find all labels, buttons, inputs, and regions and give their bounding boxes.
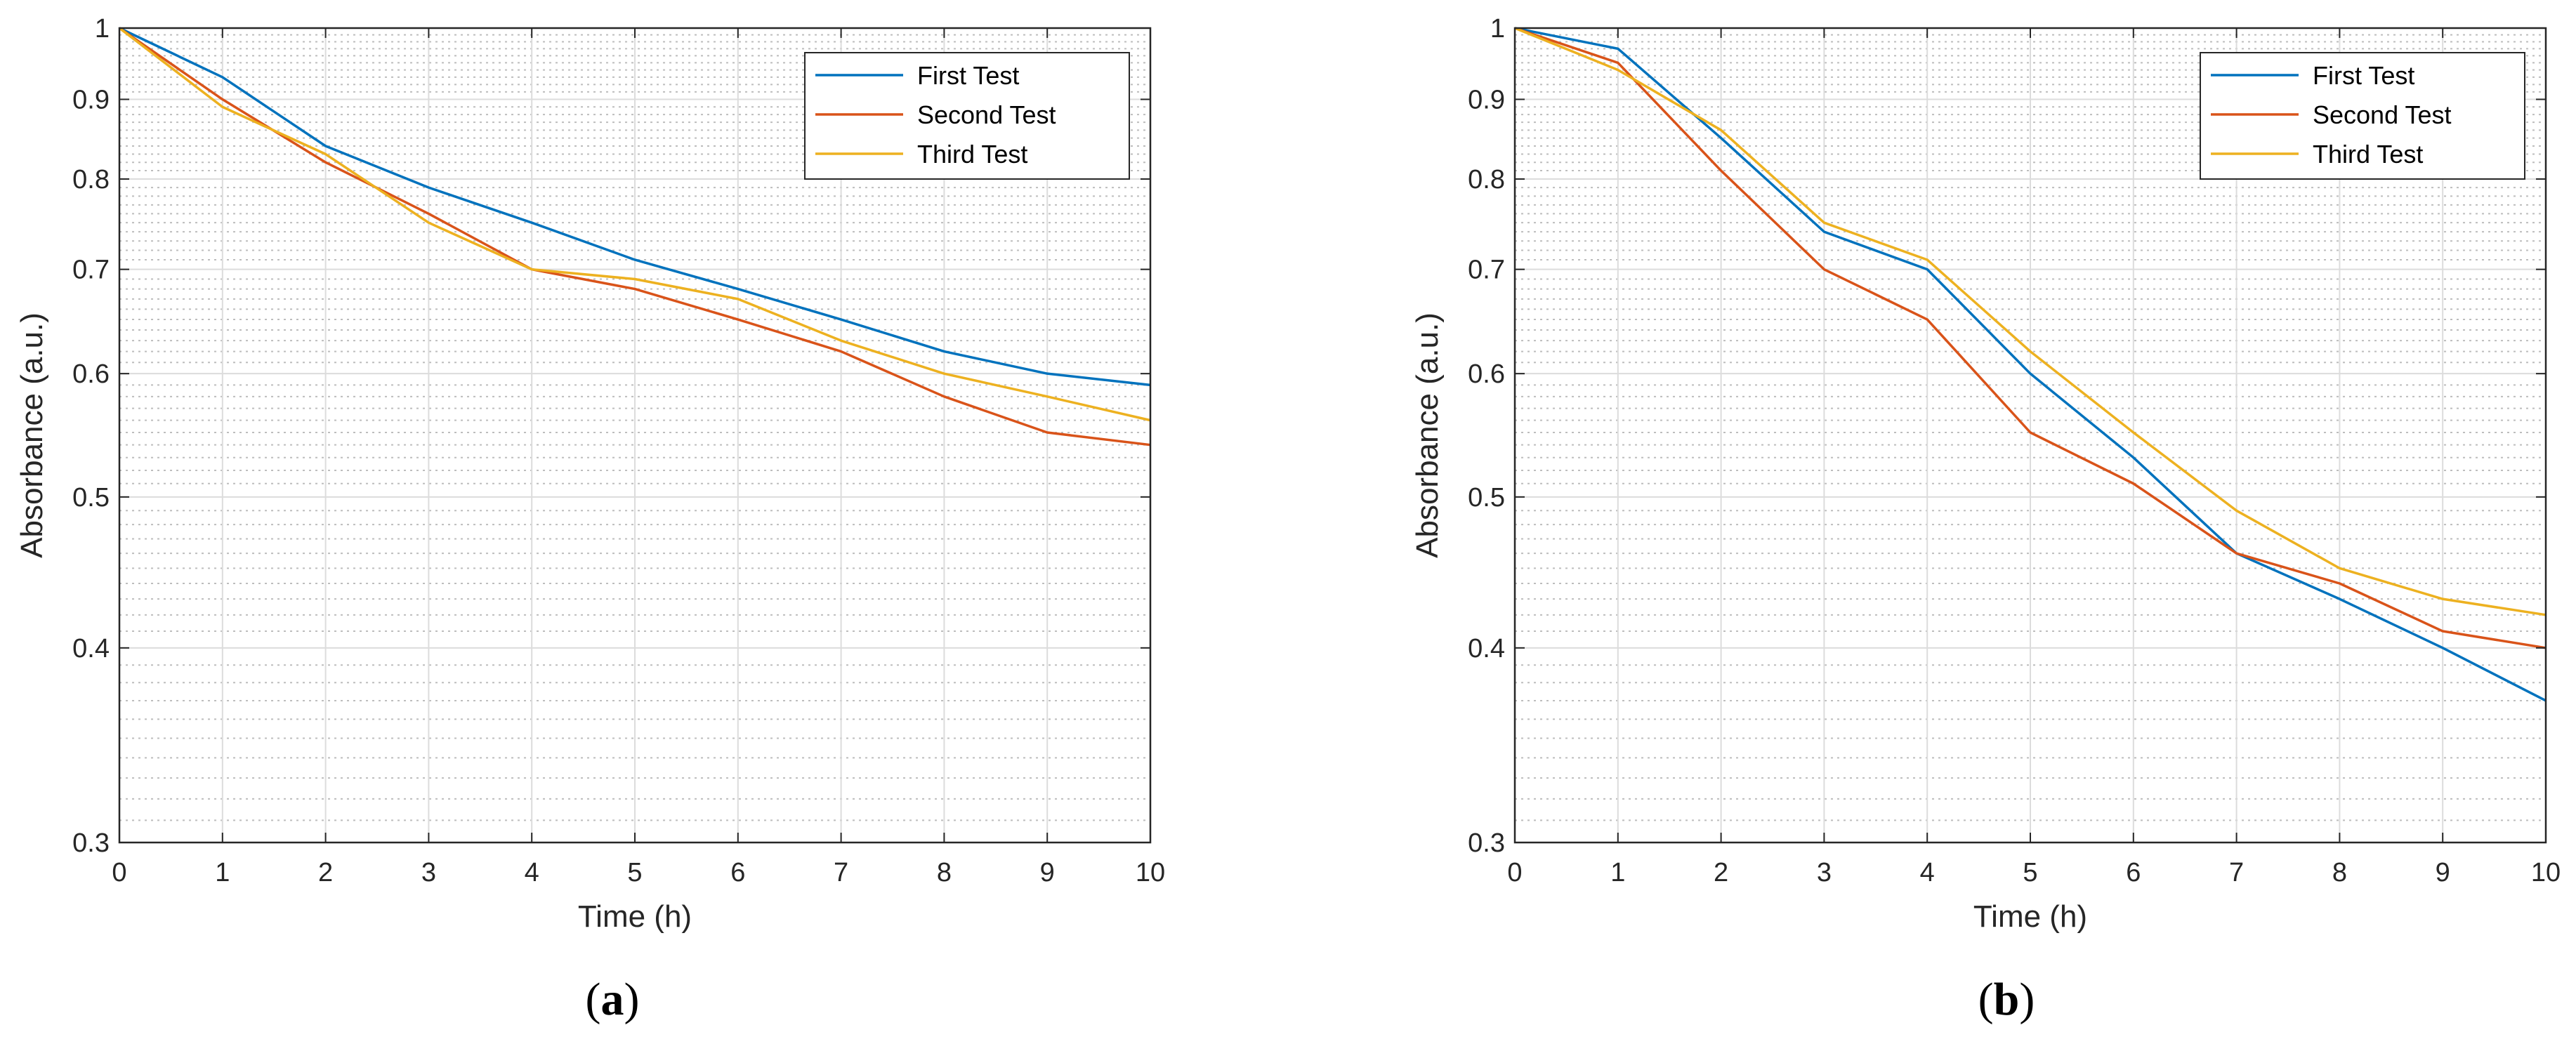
y-tick-label: 0.5 (1468, 483, 1505, 513)
y-tick-label: 0.3 (1468, 828, 1505, 858)
legend-box (2200, 52, 2525, 180)
y-axis-label: Absorbance (a.u.) (15, 312, 49, 558)
series-line-second-test (119, 27, 1151, 447)
y-tick-label: 0.8 (72, 165, 110, 194)
y-tick-label: 0.6 (72, 359, 110, 389)
series-group (118, 27, 1151, 447)
x-tick-label: 5 (2023, 858, 2037, 887)
legend-entry: First Test (917, 61, 1019, 90)
y-tick-label: 0.5 (72, 483, 110, 513)
y-tick-label: 0.6 (1468, 359, 1505, 389)
y-tick-label: 0.3 (72, 828, 110, 858)
legend-entry: First Test (2313, 61, 2414, 90)
x-tick-label: 10 (2531, 858, 2561, 887)
x-tick-label: 1 (215, 858, 230, 887)
x-tick-label: 6 (730, 858, 745, 887)
x-tick-label: 3 (421, 858, 436, 887)
x-tick-label: 2 (318, 858, 333, 887)
x-axis-label: Time (h) (1973, 899, 2087, 934)
x-tick-label: 4 (525, 858, 539, 887)
panel-label: (b) (1978, 974, 2035, 1025)
series-line-first-test (1514, 27, 2547, 702)
x-tick-label: 7 (2229, 858, 2244, 887)
y-tick-label: 1 (95, 14, 110, 44)
ticks: 0 1 2 3 4 5 6 7 8 9 10 0.3 0.4 0.5 0.6 0.7 0.8 0.9 1 (1468, 14, 2561, 887)
series-line-third-test (1514, 27, 2547, 616)
x-tick-label: 0 (112, 858, 126, 887)
x-tick-label: 6 (2126, 858, 2141, 887)
x-axis-label: Time (h) (578, 899, 692, 934)
x-tick-label: 9 (1040, 858, 1055, 887)
x-tick-label: 8 (2332, 858, 2347, 887)
x-tick-label: 1 (1610, 858, 1625, 887)
minor-grid (1515, 34, 2546, 821)
x-tick-label: 0 (1507, 858, 1522, 887)
minor-grid (119, 34, 1150, 821)
legend-box (804, 52, 1130, 180)
x-tick-label: 7 (834, 858, 848, 887)
series-group (1514, 27, 2547, 702)
y-tick-label: 0.4 (72, 634, 110, 663)
ticks: 0 1 2 3 4 5 6 7 8 9 10 0.3 0.4 0.5 0.6 0.7 0.8 0.9 1 (72, 14, 1165, 887)
y-tick-label: 0.9 (72, 86, 110, 115)
legend-entry: Third Test (2313, 140, 2423, 169)
x-tick-label: 5 (627, 858, 642, 887)
x-tick-label: 10 (1136, 858, 1165, 887)
y-tick-label: 0.4 (1468, 634, 1505, 663)
legend-entry: Second Test (917, 100, 1056, 129)
x-tick-label: 9 (2436, 858, 2450, 887)
legend: First Test Second Test Third Test (804, 52, 1130, 180)
y-tick-label: 0.7 (1468, 256, 1505, 285)
series-line-first-test (119, 27, 1151, 387)
legend-entry: Third Test (917, 140, 1027, 169)
chart-panel-b: 0 1 2 3 4 5 6 7 8 9 10 0.3 0.4 0.5 0.6 0.7 0.8 0.9 1 Time (… (1410, 14, 2561, 1025)
chart-panel-a: 0 1 2 3 4 5 6 7 8 9 10 0.3 0.4 0.5 0.6 0.7 0.8 0.9 1 Time (… (15, 14, 1165, 1025)
x-tick-label: 4 (1920, 858, 1935, 887)
series-line-third-test (118, 27, 1151, 422)
y-tick-label: 0.7 (72, 256, 110, 285)
legend-entry: Second Test (2313, 100, 2451, 129)
series-line-second-test (1514, 27, 2547, 649)
y-tick-label: 0.8 (1468, 165, 1505, 194)
panel-label: (a) (586, 974, 640, 1025)
y-axis-label: Absorbance (a.u.) (1410, 312, 1445, 558)
y-tick-label: 0.9 (1468, 86, 1505, 115)
x-tick-label: 3 (1817, 858, 1832, 887)
y-tick-label: 1 (1490, 14, 1505, 44)
x-tick-label: 8 (937, 858, 952, 887)
legend: First Test Second Test Third Test (2200, 52, 2525, 180)
x-tick-label: 2 (1714, 858, 1728, 887)
